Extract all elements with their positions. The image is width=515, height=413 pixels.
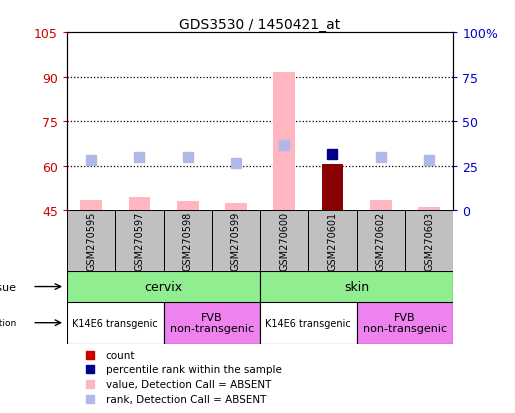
Text: GSM270599: GSM270599 bbox=[231, 211, 241, 271]
Bar bbox=[115, 211, 163, 272]
Text: percentile rank within the sample: percentile rank within the sample bbox=[106, 364, 282, 374]
Text: cervix: cervix bbox=[144, 280, 183, 293]
Bar bbox=[80, 200, 102, 211]
Bar bbox=[177, 202, 198, 211]
Text: K14E6 transgenic: K14E6 transgenic bbox=[265, 318, 351, 328]
Text: FVB
non-transgenic: FVB non-transgenic bbox=[363, 312, 447, 334]
Text: GSM270595: GSM270595 bbox=[86, 211, 96, 271]
Bar bbox=[356, 302, 453, 344]
Text: GSM270602: GSM270602 bbox=[376, 211, 386, 271]
Bar bbox=[129, 197, 150, 211]
Text: GSM270603: GSM270603 bbox=[424, 211, 434, 271]
Bar bbox=[308, 211, 356, 272]
Text: GSM270598: GSM270598 bbox=[183, 211, 193, 271]
Text: K14E6 transgenic: K14E6 transgenic bbox=[72, 318, 158, 328]
Bar bbox=[260, 211, 308, 272]
Text: genotype/variation: genotype/variation bbox=[0, 318, 17, 328]
Text: GSM270600: GSM270600 bbox=[279, 211, 289, 271]
Text: count: count bbox=[106, 350, 135, 360]
Bar bbox=[260, 302, 356, 344]
Bar bbox=[405, 211, 453, 272]
Bar bbox=[260, 272, 453, 302]
Bar bbox=[67, 302, 163, 344]
Bar bbox=[163, 211, 212, 272]
Bar bbox=[67, 272, 260, 302]
Bar bbox=[418, 208, 440, 211]
Bar bbox=[273, 73, 295, 211]
Text: tissue: tissue bbox=[0, 282, 17, 292]
Text: value, Detection Call = ABSENT: value, Detection Call = ABSENT bbox=[106, 379, 271, 389]
Text: rank, Detection Call = ABSENT: rank, Detection Call = ABSENT bbox=[106, 394, 266, 404]
Title: GDS3530 / 1450421_at: GDS3530 / 1450421_at bbox=[179, 18, 341, 32]
Text: GSM270601: GSM270601 bbox=[328, 211, 337, 271]
Bar bbox=[356, 211, 405, 272]
Bar bbox=[67, 211, 115, 272]
Bar bbox=[225, 203, 247, 211]
Bar bbox=[212, 211, 260, 272]
Text: GSM270597: GSM270597 bbox=[134, 211, 144, 271]
Text: skin: skin bbox=[344, 280, 369, 293]
Bar bbox=[370, 200, 391, 211]
Bar bbox=[163, 302, 260, 344]
Text: FVB
non-transgenic: FVB non-transgenic bbox=[170, 312, 254, 334]
Bar bbox=[322, 165, 344, 211]
